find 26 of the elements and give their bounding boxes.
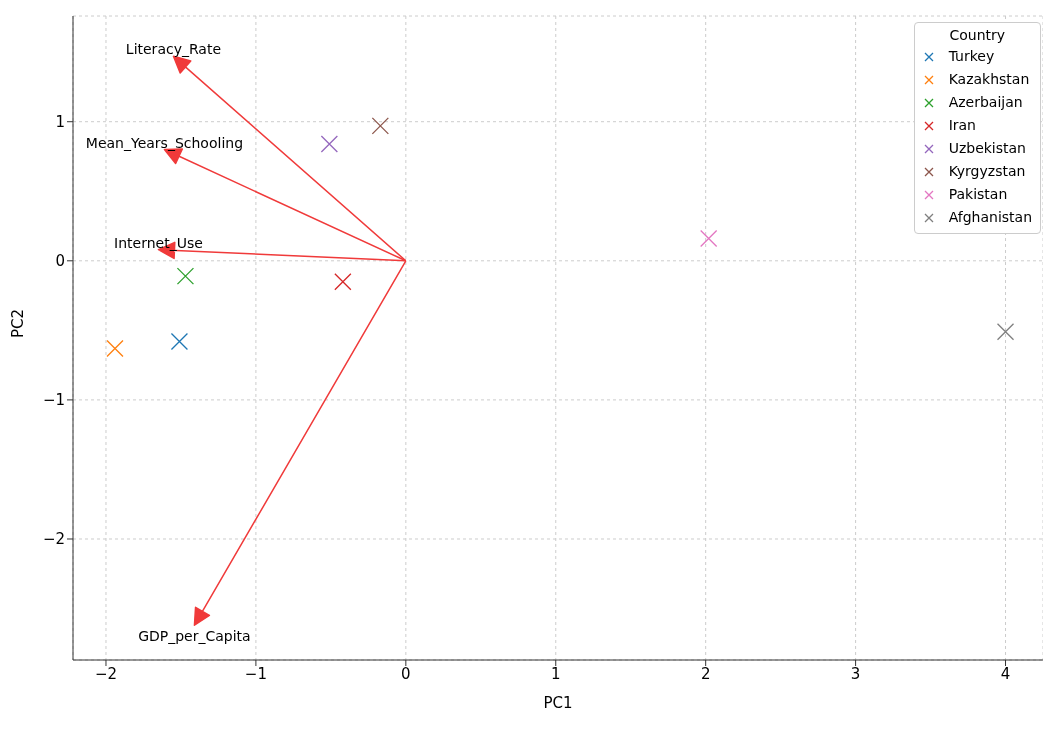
legend-label: Kyrgyzstan	[948, 162, 1026, 181]
y-tick-label: −2	[42, 530, 65, 549]
x-tick-label: 3	[850, 664, 861, 683]
series-label: Internet_Use	[114, 234, 203, 251]
y-axis-title: PC2	[9, 308, 28, 338]
x-tick-label: 4	[1000, 664, 1011, 683]
x-tick-label: 0	[401, 664, 411, 683]
x-tick-label: 2	[700, 664, 711, 683]
y-tick-label: 1	[55, 113, 65, 132]
x-tick-label: 1	[550, 664, 561, 683]
legend-label: Iran	[948, 116, 976, 135]
x-axis-title: PC1	[543, 694, 573, 712]
series-label: Mean_Years_Schooling	[85, 134, 244, 151]
y-tick-label: 0	[55, 252, 65, 271]
legend-label: Pakistan	[948, 185, 1008, 204]
legend-label: Uzbekistan	[948, 139, 1026, 158]
x-tick-label: −1	[244, 664, 267, 683]
series-label: GDP_per_Capita	[138, 628, 251, 645]
legend-label: Kazakhstan	[948, 70, 1030, 89]
legend-label: Turkey	[948, 47, 995, 66]
legend-label: Afghanistan	[948, 208, 1032, 227]
y-tick-label: −1	[42, 391, 65, 410]
legend-label: Azerbaijan	[948, 93, 1023, 112]
x-tick-label: −2	[94, 664, 118, 683]
series-label: Literacy_Rate	[125, 41, 222, 58]
legend-title: Country	[948, 27, 1007, 43]
